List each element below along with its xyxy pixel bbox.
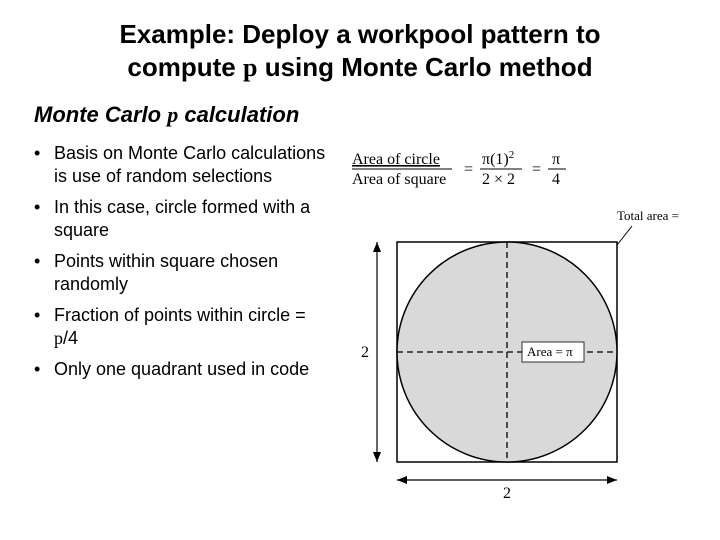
formula-bot-label: Area of square	[352, 171, 446, 188]
bullet-item: Fraction of points within circle = p/4	[34, 304, 330, 350]
diagram-group: Area = π	[397, 242, 617, 462]
slide-subtitle: Monte Carlo p calculation	[34, 102, 692, 128]
subtitle-post: calculation	[178, 102, 299, 127]
formula-mid-top: π(1)2	[482, 149, 514, 168]
left-dim-arrow-bottom	[373, 452, 381, 462]
center-label: Area = π	[527, 344, 573, 359]
bottom-dim-arrow-left	[397, 476, 407, 484]
slide: Example: Deploy a workpool pattern to co…	[0, 0, 720, 540]
bullet-text: Points within square chosen randomly	[54, 251, 278, 294]
title-line1: Example: Deploy a workpool pattern to	[119, 19, 600, 49]
title-line2-pre: compute	[127, 52, 243, 82]
title-line2-pi: p	[243, 53, 257, 82]
figure-svg: Area of circle Area of square = π(1)2 2 …	[342, 142, 692, 522]
bullet-text: Basis on Monte Carlo calculations is use…	[54, 143, 325, 186]
left-dimension: 2	[361, 242, 381, 462]
formula-rhs-top: π	[552, 151, 560, 168]
bullet-item: In this case, circle formed with a squar…	[34, 196, 330, 242]
total-area-label: Total area =	[617, 208, 679, 223]
bottom-dim-label: 2	[503, 485, 511, 502]
formula-rhs-bot: 4	[552, 171, 560, 188]
bullet-column: Basis on Monte Carlo calculations is use…	[28, 142, 330, 522]
bottom-dimension: 2	[397, 476, 617, 502]
bullet-list: Basis on Monte Carlo calculations is use…	[28, 142, 330, 381]
bullet-item: Basis on Monte Carlo calculations is use…	[34, 142, 330, 188]
formula-top-label: Area of circle	[352, 151, 440, 168]
formula-group: Area of circle Area of square = π(1)2 2 …	[352, 149, 566, 188]
slide-title: Example: Deploy a workpool pattern to co…	[68, 18, 652, 84]
subtitle-pre: Monte Carlo	[34, 102, 167, 127]
equals-2: =	[532, 161, 541, 178]
bullet-pi: p	[54, 328, 63, 348]
bullet-item: Points within square chosen randomly	[34, 250, 330, 296]
subtitle-pi: p	[167, 102, 178, 127]
equals-1: =	[464, 161, 473, 178]
left-dim-label: 2	[361, 344, 369, 361]
title-line2-post: using Monte Carlo method	[257, 52, 592, 82]
formula-mid-bot: 2 × 2	[482, 171, 515, 188]
figure-column: Area of circle Area of square = π(1)2 2 …	[342, 142, 692, 522]
left-dim-arrow-top	[373, 242, 381, 252]
bottom-dim-arrow-right	[607, 476, 617, 484]
bullet-text: In this case, circle formed with a squar…	[54, 197, 310, 240]
bullet-text-post: /4	[63, 328, 78, 348]
bullet-text-pre: Fraction of points within circle =	[54, 305, 306, 325]
bullet-item: Only one quadrant used in code	[34, 358, 330, 381]
bullet-text: Only one quadrant used in code	[54, 359, 309, 379]
content-row: Basis on Monte Carlo calculations is use…	[28, 142, 692, 522]
